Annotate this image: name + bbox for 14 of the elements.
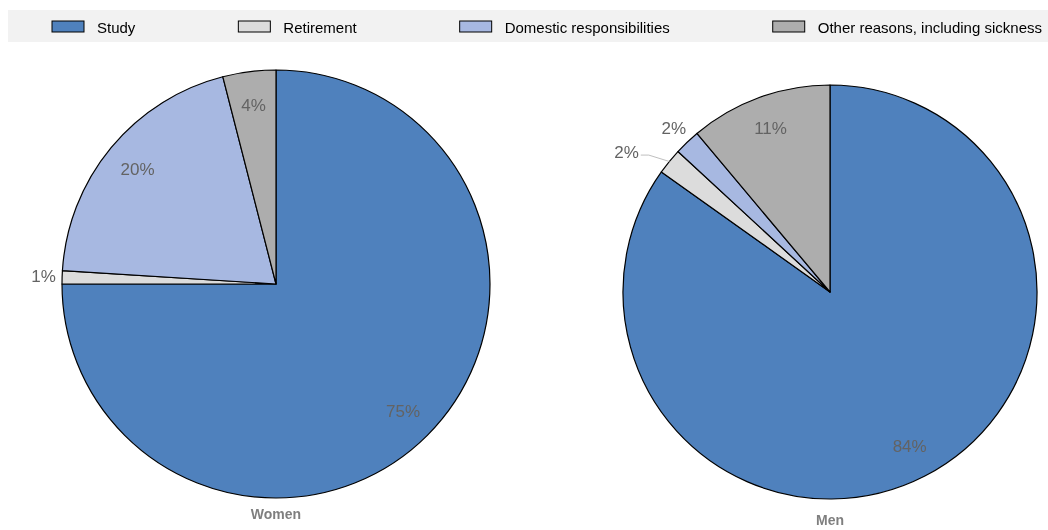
data-label: 84% — [892, 437, 927, 457]
legend-label: Other reasons, including sickness — [817, 18, 1042, 36]
slice-label: Women — [250, 506, 302, 522]
data-label: 20% — [120, 159, 155, 179]
data-label: 1% — [31, 267, 56, 287]
slice-label: Men — [816, 512, 844, 528]
data-label: 2% — [661, 118, 687, 138]
data-label: 11% — [754, 119, 787, 139]
data-label: 2% — [614, 142, 639, 162]
data-label: 75% — [386, 401, 421, 421]
data-label: 4% — [241, 96, 266, 116]
legend-label: Retirement — [283, 18, 358, 36]
legend-label: Study — [97, 18, 136, 36]
legend-label: Domestic responsibilities — [504, 18, 670, 36]
